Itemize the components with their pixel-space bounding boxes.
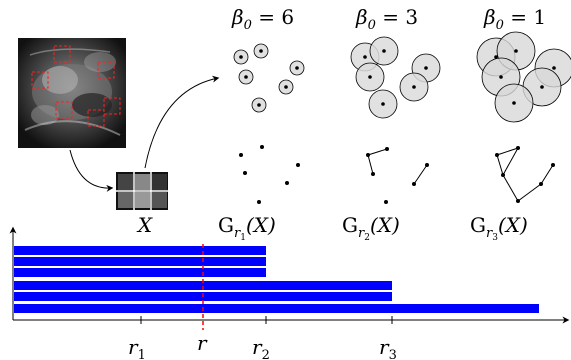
barcode-bar	[14, 268, 266, 277]
graph-vertex	[371, 172, 375, 176]
mri-image	[18, 38, 126, 148]
graph-vertex	[425, 163, 429, 167]
graph-vertex	[296, 163, 300, 167]
graph-vertex	[384, 200, 388, 204]
graph-edge	[502, 147, 519, 176]
graph-label-2: Gr2(X)	[342, 213, 400, 243]
graph-edge	[496, 154, 504, 176]
threshold-label: r	[197, 331, 208, 355]
graph-2	[366, 147, 429, 204]
patch-grid	[116, 172, 168, 210]
graph-3	[495, 146, 555, 203]
barcode-bar	[14, 257, 266, 266]
graph-vertex	[516, 199, 520, 203]
graph-edge	[502, 174, 519, 202]
patch-box	[31, 71, 49, 89]
barcode-bar	[14, 304, 539, 313]
build-arrow	[144, 75, 220, 169]
patch-boxes	[31, 45, 121, 127]
patch-box	[53, 45, 71, 63]
patch-box	[87, 109, 105, 127]
graph-label-3: Gr3(X)	[470, 213, 528, 243]
betti-title-2: β0 = 3	[355, 5, 418, 33]
barcode-bars	[14, 246, 539, 313]
ball-cover-3	[476, 31, 571, 123]
graph-edge	[496, 147, 519, 156]
ball-centers-3	[494, 49, 556, 105]
betti-title-1: β0 = 6	[231, 5, 294, 33]
graph-vertex	[257, 200, 261, 204]
barcode-bar	[14, 246, 266, 255]
graph-vertex	[551, 163, 555, 167]
patch-box	[97, 61, 115, 79]
graph-vertex	[385, 147, 389, 151]
tick-label-r2: r2	[252, 335, 270, 360]
graph-edge	[413, 164, 428, 185]
tick-label-r3: r3	[379, 335, 397, 360]
graph-vertex	[516, 146, 520, 150]
graph-label-1: Gr1(X)	[218, 213, 276, 243]
graph-vertex	[239, 153, 243, 157]
ball-centers-1	[239, 49, 299, 107]
graph-edge	[517, 183, 542, 202]
graph-vertex	[539, 182, 543, 186]
graph-vertex	[366, 153, 370, 157]
extract-arrow	[69, 149, 114, 192]
barcode-bar	[14, 281, 392, 290]
graph-1	[239, 145, 300, 204]
patch-box	[103, 97, 121, 115]
graph-vertex	[243, 171, 247, 175]
dataset-label: X	[136, 213, 153, 237]
ball-cover-1	[233, 43, 305, 113]
ball-centers-2	[363, 49, 428, 106]
graph-vertex	[285, 181, 289, 185]
graph-edge	[367, 148, 388, 156]
graph-edge	[540, 164, 554, 185]
tick-label-r1: r1	[128, 335, 146, 360]
graph-vertex	[260, 145, 264, 149]
graph-vertex	[501, 173, 505, 177]
graph-vertex	[412, 182, 416, 186]
graph-edge	[367, 154, 374, 175]
ball-cover-2	[350, 36, 441, 119]
graph-vertex	[495, 153, 499, 157]
patch-box	[55, 101, 73, 119]
betti-title-3: β0 = 1	[483, 5, 546, 33]
barcode-axes	[9, 226, 570, 324]
